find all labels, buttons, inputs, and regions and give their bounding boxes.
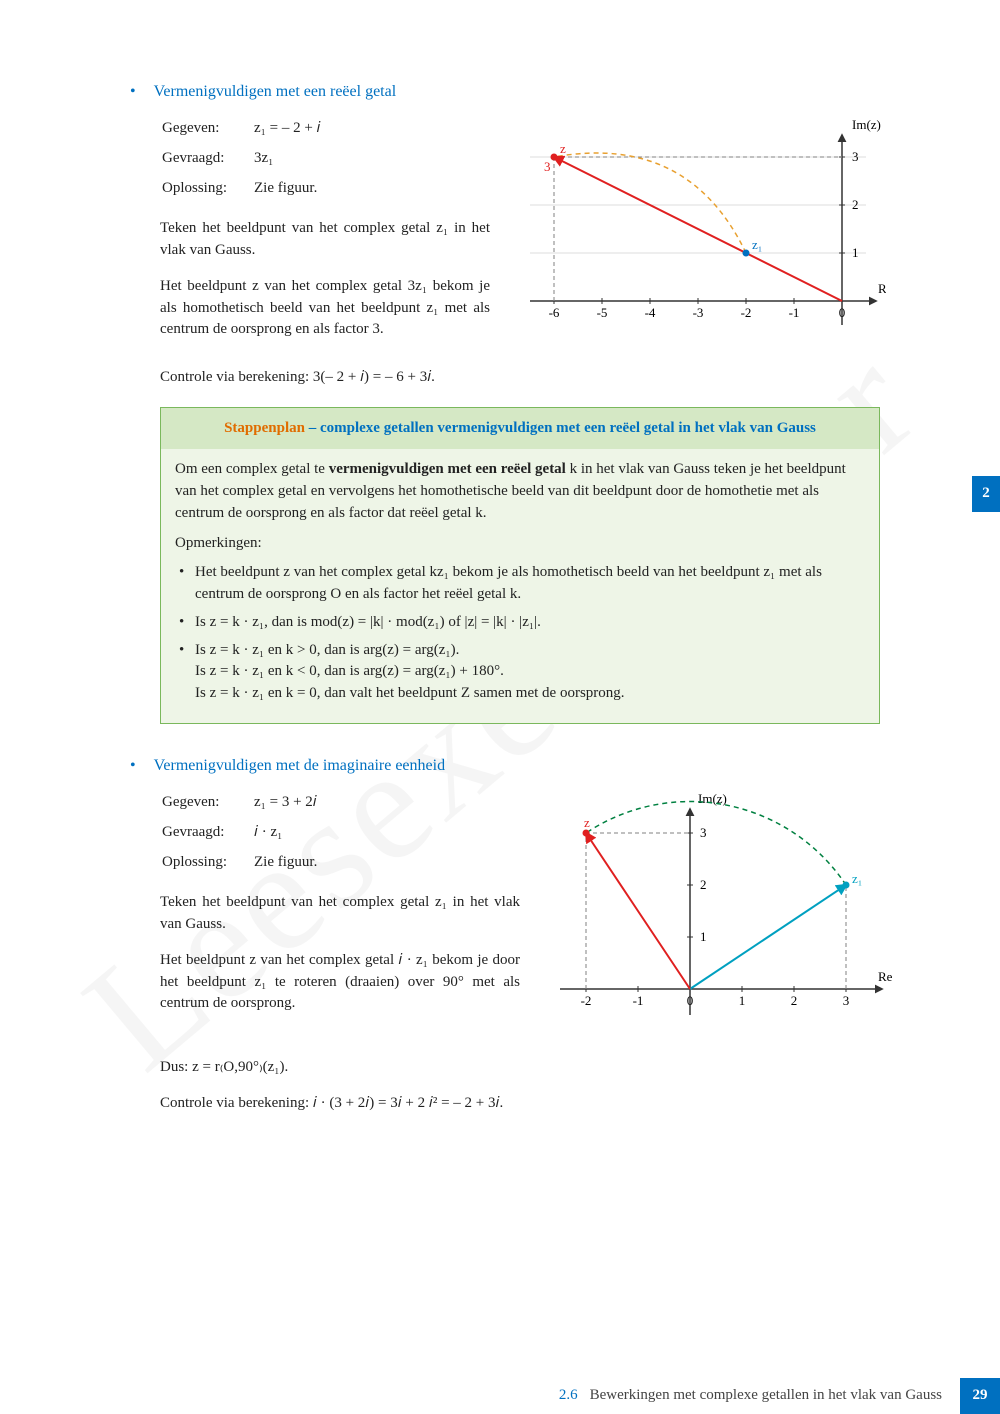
- given-label: Gegeven:: [162, 115, 252, 143]
- svg-text:-1: -1: [633, 993, 644, 1008]
- section2-para4: Controle via berekening: 𝑖 · (3 + 2𝑖) = …: [160, 1093, 880, 1115]
- svg-text:Re(z): Re(z): [878, 281, 886, 296]
- solution-value-2: Zie figuur.: [254, 849, 323, 877]
- plan-opm-label: Opmerkingen:: [175, 533, 865, 555]
- svg-text:z: z: [584, 815, 590, 830]
- section2-text: Gegeven: z₁ = 3 + 2𝑖 Gevraagd: 𝑖 · z₁ Op…: [160, 787, 520, 1043]
- section2-para3: Dus: z = r₍O,90°₎(z₁).: [160, 1057, 880, 1079]
- asked-value: 3z₁: [254, 145, 327, 173]
- section1-kv: Gegeven: z₁ = – 2 + 𝑖 Gevraagd: 3z₁ Oplo…: [160, 113, 329, 204]
- section2-kv: Gegeven: z₁ = 3 + 2𝑖 Gevraagd: 𝑖 · z₁ Op…: [160, 787, 325, 878]
- plan-text-b: vermenigvuldigen met een reëel getal: [329, 461, 566, 477]
- plan-text-a: Om een complex getal te: [175, 461, 329, 477]
- given-label-2: Gegeven:: [162, 789, 252, 817]
- svg-text:3: 3: [843, 993, 850, 1008]
- svg-text:0: 0: [839, 305, 846, 320]
- svg-text:Im(z): Im(z): [852, 117, 881, 132]
- plan-body: Om een complex getal te vermenigvuldigen…: [161, 449, 879, 723]
- plan-li1: Het beeldpunt z van het complex getal kz…: [179, 562, 865, 606]
- section1-para1: Teken het beeldpunt van het complex geta…: [160, 218, 490, 262]
- solution-value: Zie figuur.: [254, 175, 327, 203]
- svg-text:-6: -6: [549, 305, 560, 320]
- given-value-2: z₁ = 3 + 2𝑖: [254, 789, 323, 817]
- svg-text:1: 1: [739, 993, 746, 1008]
- chart1-container: -6-5-4-3-2-10123Re(z)Im(z)z₁z3: [510, 113, 880, 353]
- given-value: z₁ = – 2 + 𝑖: [254, 115, 327, 143]
- svg-text:3: 3: [852, 149, 859, 164]
- svg-text:z₁: z₁: [852, 871, 862, 886]
- solution-label-2: Oplossing:: [162, 849, 252, 877]
- section1-para3: Controle via berekening: 3(– 2 + 𝑖) = – …: [160, 367, 880, 389]
- svg-text:1: 1: [852, 245, 859, 260]
- svg-text:-2: -2: [741, 305, 752, 320]
- svg-text:1: 1: [700, 929, 707, 944]
- svg-text:Im(z): Im(z): [698, 791, 727, 806]
- svg-text:2: 2: [852, 197, 859, 212]
- svg-text:2: 2: [700, 877, 707, 892]
- plan-li3: Is z = k · z₁ en k > 0, dan is arg(z) = …: [179, 640, 865, 705]
- chart2-container: -2-10123123Re(z)Im(z)z₁z: [540, 787, 880, 1043]
- section1-text: Gegeven: z₁ = – 2 + 𝑖 Gevraagd: 3z₁ Oplo…: [160, 113, 490, 353]
- svg-text:3: 3: [700, 825, 707, 840]
- plan-orange: Stappenplan: [224, 420, 305, 436]
- svg-text:-1: -1: [789, 305, 800, 320]
- section2-heading: Vermenigvuldigen met de imaginaire eenhe…: [130, 754, 880, 777]
- svg-text:-5: -5: [597, 305, 608, 320]
- page-content: Vermenigvuldigen met een reëel getal Geg…: [0, 0, 1000, 1174]
- plan-heading: Stappenplan – complexe getallen vermenig…: [161, 408, 879, 450]
- asked-value-2: 𝑖 · z₁: [254, 819, 323, 847]
- asked-label-2: Gevraagd:: [162, 819, 252, 847]
- section1-heading: Vermenigvuldigen met een reëel getal: [130, 80, 880, 103]
- svg-text:Re(z): Re(z): [878, 969, 892, 984]
- svg-text:-3: -3: [693, 305, 704, 320]
- section2-para1: Teken het beeldpunt van het complex geta…: [160, 892, 520, 936]
- plan-box: Stappenplan – complexe getallen vermenig…: [160, 407, 880, 724]
- svg-text:z: z: [560, 141, 566, 156]
- asked-label: Gevraagd:: [162, 145, 252, 173]
- footer-page-num: 29: [960, 1378, 1000, 1414]
- svg-text:-2: -2: [581, 993, 592, 1008]
- plan-li2: Is z = k · z₁, dan is mod(z) = |k| · mod…: [179, 612, 865, 634]
- svg-text:3: 3: [544, 159, 551, 174]
- section1-para2: Het beeldpunt z van het complex getal 3z…: [160, 276, 490, 341]
- svg-text:z₁: z₁: [752, 237, 762, 252]
- svg-text:-4: -4: [645, 305, 656, 320]
- plan-para1: Om een complex getal te vermenigvuldigen…: [175, 459, 865, 524]
- svg-text:2: 2: [791, 993, 798, 1008]
- solution-label: Oplossing:: [162, 175, 252, 203]
- footer-section-title: Bewerkingen met complexe getallen in het…: [590, 1385, 942, 1407]
- section2-para2: Het beeldpunt z van het complex getal 𝑖 …: [160, 950, 520, 1015]
- svg-text:0: 0: [687, 993, 694, 1008]
- page-footer: 2.6 Bewerkingen met complexe getallen in…: [0, 1378, 1000, 1414]
- plan-title-rest: – complexe getallen vermenigvuldigen met…: [305, 420, 816, 436]
- footer-section-num: 2.6: [559, 1385, 578, 1407]
